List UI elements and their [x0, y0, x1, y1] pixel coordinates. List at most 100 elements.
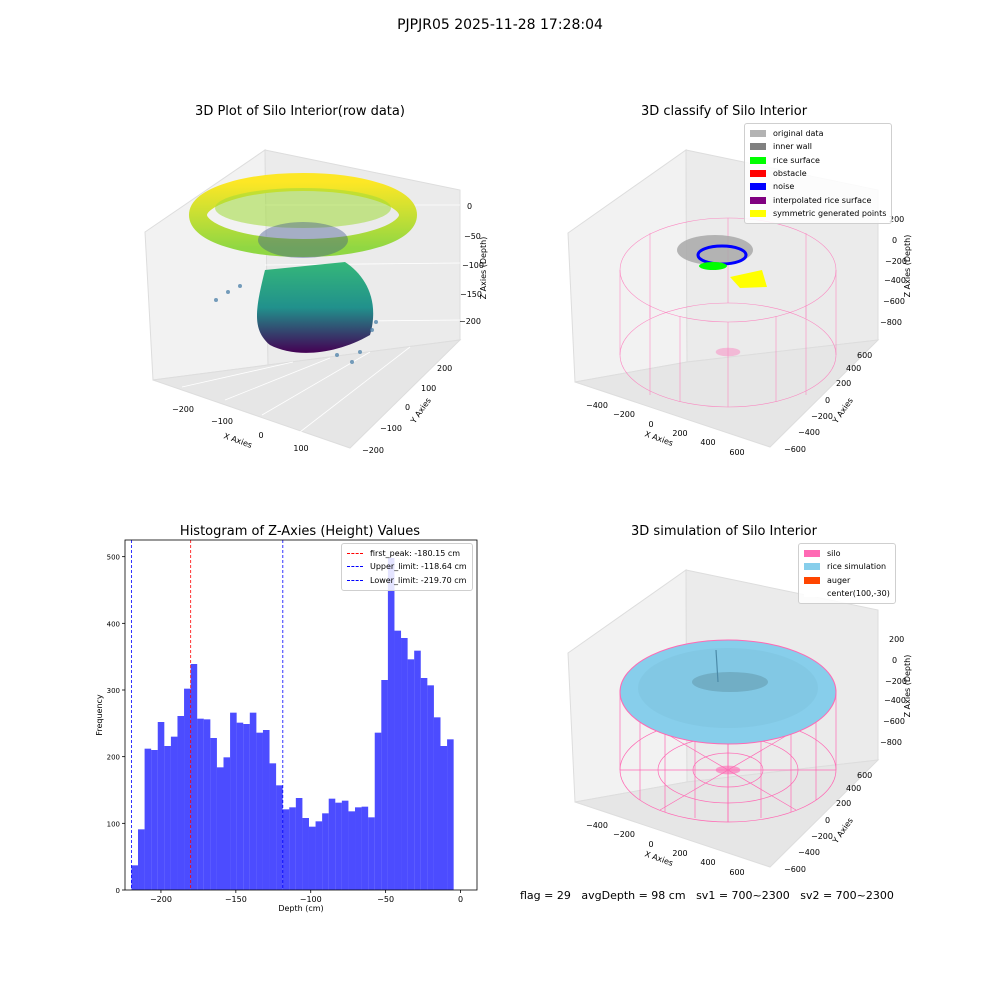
raw-ztick: −100: [462, 261, 484, 270]
legend-label: inner wall: [773, 142, 813, 152]
histogram-bar: [289, 807, 296, 890]
histogram-bar: [447, 739, 454, 890]
classify-ytick: 200: [836, 379, 851, 388]
raw-zlabel: Z Axies (Depth): [479, 237, 488, 300]
raw-xtick: 0: [258, 431, 263, 440]
x-tick-label: −200: [150, 895, 172, 904]
legend-item-symmetric-generated-points: symmetric generated points: [750, 207, 886, 220]
legend-item-silo: silo: [804, 547, 890, 560]
raw-ytick: 0: [405, 403, 410, 412]
y-tick-label: 100: [107, 820, 120, 828]
legend-item-interpolated-rice-surface: interpolated rice surface: [750, 193, 886, 206]
classify-ztick: −800: [880, 318, 902, 327]
simulation-ztick: −800: [880, 738, 902, 747]
histogram-bar: [387, 558, 395, 890]
legend-item-center: center(100,-30): [804, 587, 890, 600]
histogram-bar: [177, 716, 185, 890]
y-tick-label: 400: [107, 620, 120, 628]
legend-label: Upper_limit: -118.64 cm: [370, 562, 467, 572]
x-tick-label: 0: [458, 895, 463, 904]
histogram-chart: −200 −150 −100 −50 0 0 100 200 300 400 500 Depth …: [95, 539, 478, 913]
raw-plot-title: 3D Plot of Silo Interior(row data): [195, 104, 405, 119]
figure-title: PJPJR05 2025-11-28 17:28:04: [397, 17, 603, 33]
histogram-bar: [282, 809, 290, 890]
flag-value: flag = 29: [520, 889, 571, 902]
classify-ytick: −400: [798, 428, 820, 437]
histogram-bar: [144, 748, 152, 890]
histogram-bar: [348, 811, 356, 890]
simulation-ylabel: Y Axies: [830, 816, 855, 846]
simulation-zlabel: Z Axies (Depth): [903, 655, 912, 718]
raw-ytick: −100: [380, 424, 402, 433]
histogram-bar: [256, 732, 263, 890]
histogram-bar: [249, 712, 257, 890]
histogram-bar: [243, 724, 250, 890]
classify-xtick: −200: [613, 410, 635, 419]
x-tick-label: −50: [377, 895, 394, 904]
histogram-bar: [420, 678, 428, 890]
y-tick-label: 200: [107, 754, 120, 762]
simulation-ztick: 200: [889, 635, 904, 644]
legend-swatch: [750, 130, 766, 138]
simulation-xtick: −200: [613, 830, 635, 839]
histogram-bar: [223, 757, 231, 890]
classify-ytick: −200: [811, 412, 833, 421]
histogram-bar: [401, 638, 408, 890]
histogram-bar: [368, 817, 375, 890]
classify-zlabel: Z Axies (Depth): [903, 235, 912, 298]
simulation-ytick: 600: [857, 771, 872, 780]
raw-ztick: −150: [460, 290, 482, 299]
raw-3d-plot: −200 −100 0 100 200 100 0 −100 −200 0 −5…: [144, 149, 488, 455]
legend-swatch: [804, 550, 820, 558]
legend-swatch: [804, 576, 820, 584]
raw-ytick: −200: [362, 446, 384, 455]
simulation-ztick: −400: [884, 696, 906, 705]
histogram-bar: [190, 664, 198, 890]
histogram-bar: [302, 818, 309, 890]
classify-plot-title: 3D classify of Silo Interior: [640, 104, 808, 119]
legend-swatch: [750, 209, 766, 217]
histogram-xlabel: Depth (cm): [278, 904, 323, 913]
histogram-bar: [433, 717, 441, 890]
simulation-ytick: 400: [846, 784, 861, 793]
legend-label: noise: [773, 182, 795, 192]
histogram-reference-lines: [131, 540, 284, 890]
simulation-xlabel: X Axies: [643, 849, 674, 868]
simulation-ztick: −200: [885, 677, 907, 686]
classify-ztick: −600: [883, 297, 905, 306]
classify-ztick: −200: [885, 257, 907, 266]
avg-depth-value: avgDepth = 98 cm: [581, 889, 686, 902]
histogram-bar: [374, 732, 382, 890]
legend-label: symmetric generated points: [773, 208, 887, 218]
histogram-bar: [295, 798, 303, 890]
classify-legend: original data inner wall rice surface ob…: [744, 123, 893, 225]
legend-swatch: [750, 143, 766, 151]
histogram-ylabel: Frequency: [95, 694, 104, 736]
histogram-bar: [335, 802, 342, 890]
legend-item-upper-limit: Upper_limit: -118.64 cm: [347, 560, 467, 573]
legend-label: original data: [773, 129, 824, 139]
histogram-bar: [276, 785, 283, 890]
histogram-bar: [361, 806, 369, 890]
legend-item-inner-wall: inner wall: [750, 140, 886, 153]
legend-line: [347, 553, 363, 555]
simulation-legend: silo rice simulation auger center(100,-3…: [798, 543, 896, 605]
classify-ztick: 200: [889, 215, 904, 224]
histogram-bar: [414, 650, 421, 890]
legend-item-rice-simulation: rice simulation: [804, 560, 890, 573]
histogram-bar: [157, 722, 165, 890]
histogram-bar: [230, 712, 237, 890]
raw-xtick: −100: [211, 417, 233, 426]
legend-item-noise: noise: [750, 180, 886, 193]
raw-ztick: −50: [464, 232, 481, 241]
simulation-ytick: 0: [825, 816, 830, 825]
y-tick-label: 0: [116, 887, 120, 895]
histogram-bar: [197, 718, 204, 890]
histogram-bar: [184, 688, 191, 890]
histogram-bar: [210, 738, 217, 890]
y-tick-label: 300: [107, 687, 120, 695]
classify-ztick: 0: [892, 236, 897, 245]
histogram-title: Histogram of Z-Axies (Height) Values: [179, 524, 421, 539]
raw-ztick: −200: [459, 317, 481, 326]
legend-line: [347, 579, 363, 581]
